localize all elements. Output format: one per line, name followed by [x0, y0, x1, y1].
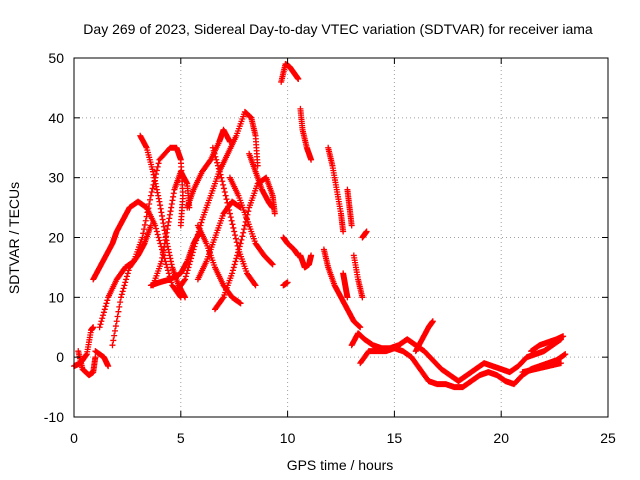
series-arc-19: [280, 234, 302, 259]
y-tick-label: 40: [48, 110, 64, 126]
plus-marker-trace: [246, 150, 276, 211]
x-tick-label: 5: [177, 430, 185, 446]
plus-marker-trace: [340, 270, 351, 301]
chart-title: Day 269 of 2023, Sidereal Day-to-day VTE…: [83, 21, 593, 37]
y-tick-label: 30: [48, 170, 64, 186]
plus-marker-trace: [194, 198, 244, 283]
x-axis-ticks: 0 5 10 15 20 25: [70, 58, 616, 446]
plus-marker-trace: [344, 186, 355, 229]
y-tick-label: 20: [48, 230, 64, 246]
plus-marker-trace: [75, 348, 99, 379]
plus-marker-trace: [348, 330, 565, 385]
plus-marker-trace: [226, 174, 276, 268]
plus-marker-trace: [280, 234, 302, 259]
x-axis-label: GPS time / hours: [287, 457, 394, 473]
y-tick-label: -10: [44, 409, 64, 425]
plus-marker-trace: [209, 144, 259, 289]
x-tick-label: 15: [387, 430, 403, 446]
plus-marker-trace: [519, 360, 565, 376]
series-arc-27: [350, 252, 366, 301]
series-arc-32: [528, 333, 567, 355]
y-tick-label: 10: [48, 289, 64, 305]
plus-marker-trace: [325, 144, 347, 235]
grid-lines: [74, 58, 608, 417]
series-arc-9: [150, 168, 193, 289]
series-arc-33: [519, 360, 565, 376]
series-arc-22: [297, 252, 315, 271]
x-tick-label: 0: [70, 430, 78, 446]
plus-marker-trace: [109, 222, 154, 349]
series-arc-16: [226, 174, 276, 268]
series-arc-28: [359, 228, 370, 241]
series-arc-2: [75, 348, 99, 379]
plus-marker-trace: [412, 318, 436, 355]
series-arc-17: [246, 150, 276, 211]
plus-marker-trace: [350, 252, 366, 301]
series-arc-31: [412, 318, 436, 355]
series-arc-21: [297, 105, 315, 163]
plus-marker-trace: [92, 348, 112, 370]
series-arc-18: [278, 60, 302, 85]
y-axis-label: SDTVAR / TECUs: [6, 182, 22, 294]
plus-marker-trace: [280, 279, 291, 289]
series-arc-25: [344, 186, 355, 229]
plus-marker-trace: [528, 333, 567, 355]
plus-marker-trace: [278, 60, 302, 85]
plus-marker-trace: [359, 228, 370, 241]
x-tick-label: 20: [493, 430, 509, 446]
series-arc-23: [320, 246, 364, 331]
y-axis-ticks: -10 0 10 20 30 40 50: [44, 50, 608, 425]
series-arc-14: [194, 198, 244, 283]
y-tick-label: 50: [48, 50, 64, 66]
y-tick-label: 0: [56, 349, 64, 365]
series-arc-20: [280, 279, 291, 289]
plus-marker-trace: [150, 168, 193, 289]
series-arc-24: [325, 144, 347, 235]
plus-marker-trace: [297, 252, 315, 271]
series-arc-15: [209, 144, 259, 289]
x-tick-label: 10: [280, 430, 296, 446]
data-points: [71, 60, 569, 391]
x-tick-label: 25: [600, 430, 616, 446]
series-arc-26: [340, 270, 351, 301]
plus-marker-trace: [320, 246, 364, 331]
series-arc-6: [109, 222, 154, 349]
series-arc-4: [92, 348, 112, 370]
plus-marker-trace: [297, 105, 315, 163]
series-arc-29: [348, 330, 565, 385]
